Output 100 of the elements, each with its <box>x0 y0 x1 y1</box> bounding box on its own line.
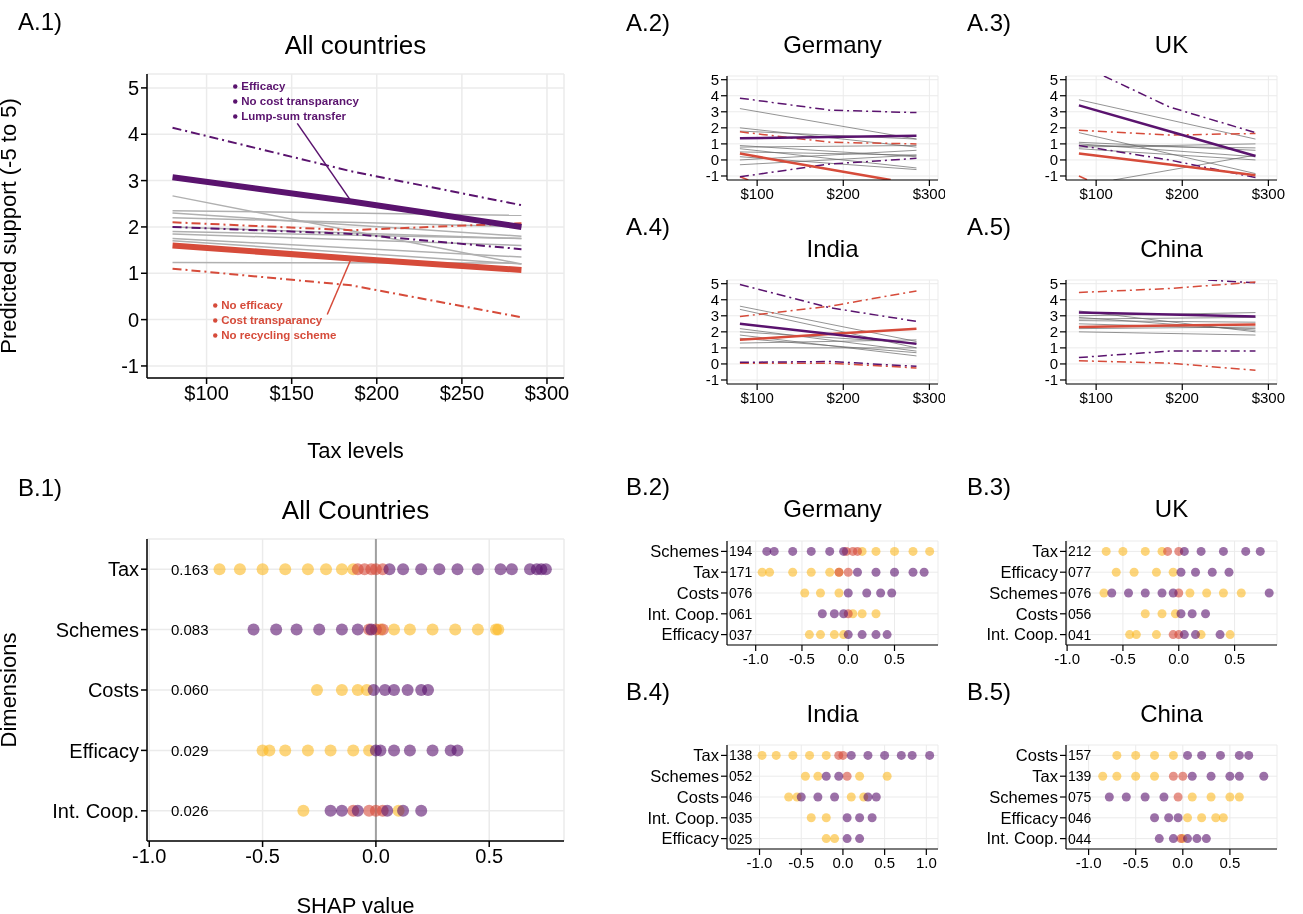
y-tick-label: Int. Coop. <box>986 625 1058 644</box>
y-tick-label: 0 <box>710 151 719 169</box>
annotation: 046 <box>1068 809 1092 826</box>
y-tick-label: 3 <box>710 103 719 121</box>
y-tick-label: 2 <box>710 323 719 341</box>
text: A.1) <box>18 8 63 36</box>
annotation: 194 <box>729 543 753 560</box>
text: A.4) <box>626 213 671 241</box>
chart-title: UK <box>1154 494 1189 524</box>
x-tick-label: $100 <box>1079 388 1113 406</box>
x-tick-label: -0.5 <box>1122 853 1149 871</box>
y-tick-label: 5 <box>710 275 719 293</box>
x-tick-label: -0.5 <box>1110 649 1136 667</box>
annotation: 171 <box>729 564 753 581</box>
annotation: 056 <box>1068 605 1092 622</box>
x-tick-label: $200 <box>1165 184 1199 202</box>
y-tick-label: Schemes <box>650 542 719 561</box>
annotation: 0.029 <box>171 741 209 759</box>
x-tick-label: -1.0 <box>132 845 167 868</box>
text: B.5) <box>967 678 1012 706</box>
y-axis-title: Dimensions <box>0 632 21 748</box>
annotation: 025 <box>729 830 753 847</box>
annotation: 0.026 <box>171 802 209 820</box>
chart-title: UK <box>1154 30 1189 60</box>
text: B.4) <box>626 678 671 706</box>
y-tick-label: Int. Coop. <box>52 799 139 822</box>
x-tick-label: $100 <box>740 184 774 202</box>
y-tick-label: -1 <box>705 167 719 185</box>
annotation: 061 <box>729 605 753 622</box>
x-axis-title: Tax levels <box>307 438 404 463</box>
y-tick-label: Int. Coop. <box>647 808 719 827</box>
y-axis-title: Predicted support (-5 to 5) <box>0 98 21 354</box>
chart-title: India <box>806 699 859 729</box>
x-tick-label: $300 <box>912 184 947 202</box>
y-tick-label: 2 <box>1049 119 1058 137</box>
y-tick-label: Schemes <box>55 618 139 641</box>
x-tick-label: -1.0 <box>1075 853 1102 871</box>
annotation: 037 <box>729 626 753 643</box>
y-tick-label: Tax <box>693 563 720 582</box>
y-tick-label: 1 <box>127 262 139 285</box>
y-tick-label: Int. Coop. <box>986 829 1058 848</box>
y-tick-label: Efficacy <box>1000 808 1059 827</box>
chart-title: China <box>1140 234 1203 264</box>
y-tick-label: 4 <box>127 123 139 146</box>
y-tick-label: Costs <box>1015 604 1058 623</box>
x-tick-label: -0.5 <box>788 853 815 871</box>
annotation: 052 <box>729 768 753 785</box>
annotation: 075 <box>1068 788 1092 805</box>
y-tick-label: 4 <box>1049 291 1058 309</box>
x-tick-label: 0.0 <box>832 853 854 871</box>
y-tick-label: Schemes <box>989 787 1058 806</box>
text: A.5) <box>967 213 1012 241</box>
y-tick-label: 1 <box>710 135 719 153</box>
x-tick-label: 0.0 <box>837 649 859 667</box>
y-tick-label: -1 <box>705 371 719 389</box>
y-tick-label: Costs <box>676 787 719 806</box>
annotation: 212 <box>1068 543 1092 560</box>
y-tick-label: 2 <box>1049 323 1058 341</box>
y-tick-label: Efficacy <box>69 739 139 762</box>
y-tick-label: Costs <box>676 583 719 602</box>
x-tick-label: 0.5 <box>1219 853 1241 871</box>
y-tick-label: 2 <box>127 216 139 239</box>
text: A.3) <box>967 9 1012 37</box>
text: Efficacy No cost transparancy Lump-sum transfer <box>241 80 360 123</box>
annotation: 0.060 <box>171 681 209 699</box>
y-tick-label: 2 <box>710 119 719 137</box>
y-tick-label: 3 <box>1049 307 1058 325</box>
x-tick-label: $200 <box>1165 388 1199 406</box>
y-tick-label: 0 <box>1049 151 1058 169</box>
x-tick-label: 1.0 <box>915 853 937 871</box>
y-tick-label: Tax <box>107 558 139 581</box>
y-tick-label: Schemes <box>989 583 1058 602</box>
y-tick-label: 1 <box>1049 135 1058 153</box>
y-tick-label: Tax <box>1032 767 1059 786</box>
x-tick-label: 0.0 <box>1168 649 1190 667</box>
x-tick-label: $250 <box>439 382 485 405</box>
x-tick-label: 0.0 <box>361 845 390 868</box>
annotation: 139 <box>1068 768 1092 785</box>
y-tick-label: Efficacy <box>661 625 720 644</box>
text: B.3) <box>967 473 1012 501</box>
y-tick-label: 4 <box>710 87 719 105</box>
y-tick-label: 5 <box>127 77 139 99</box>
x-tick-label: $150 <box>269 382 314 405</box>
x-tick-label: $200 <box>826 184 860 202</box>
y-tick-label: 4 <box>710 291 719 309</box>
x-tick-label: -1.0 <box>742 649 769 667</box>
x-tick-label: $200 <box>826 388 860 406</box>
chart-title: All Countries <box>281 495 430 525</box>
x-tick-label: $300 <box>524 382 570 405</box>
x-tick-label: 0.5 <box>884 649 905 667</box>
y-tick-label: 0 <box>127 308 139 331</box>
y-tick-label: -1 <box>121 355 139 378</box>
y-tick-label: -1 <box>1044 167 1058 185</box>
annotation: 157 <box>1068 747 1092 764</box>
y-tick-label: 1 <box>710 339 719 357</box>
y-tick-label: 5 <box>710 71 719 89</box>
x-tick-label: 0.0 <box>1172 853 1194 871</box>
y-tick-label: Int. Coop. <box>647 604 719 623</box>
chart-title: Germany <box>783 494 882 524</box>
x-tick-label: 0.5 <box>874 853 896 871</box>
